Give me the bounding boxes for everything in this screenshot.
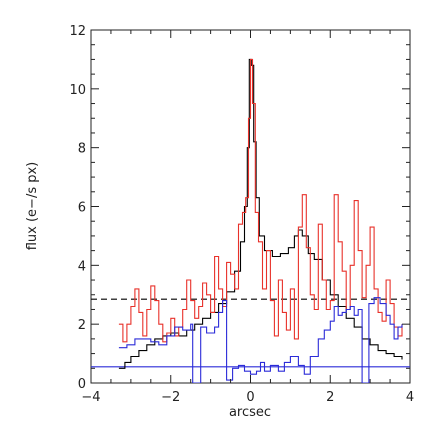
y-axis-label: flux (e−/s px) bbox=[25, 162, 40, 251]
x-axis-label: arcsec bbox=[229, 405, 271, 420]
y-tick-label: 2 bbox=[78, 318, 86, 333]
series-line-0 bbox=[118, 58, 403, 369]
x-tick-label: 0 bbox=[246, 390, 254, 405]
series-line-1 bbox=[118, 58, 403, 343]
y-tick-label: 10 bbox=[69, 83, 86, 98]
series-line-2 bbox=[118, 297, 403, 383]
x-tick-label: −2 bbox=[161, 390, 180, 405]
y-tick-label: 6 bbox=[78, 201, 86, 216]
y-tick-label: 8 bbox=[78, 142, 86, 157]
plot-area bbox=[90, 29, 411, 384]
x-tick-label: 4 bbox=[406, 390, 414, 405]
x-tick-label: 2 bbox=[326, 390, 334, 405]
series-group bbox=[91, 58, 410, 383]
y-tick-label: 12 bbox=[69, 24, 86, 39]
y-tick-label: 0 bbox=[78, 377, 86, 392]
y-axis: 0 2 4 6 8 10 12 bbox=[69, 24, 410, 392]
y-tick-label: 4 bbox=[78, 259, 86, 274]
x-tick-label: −4 bbox=[81, 390, 100, 405]
x-axis: −4 −2 0 2 4 bbox=[81, 30, 414, 405]
